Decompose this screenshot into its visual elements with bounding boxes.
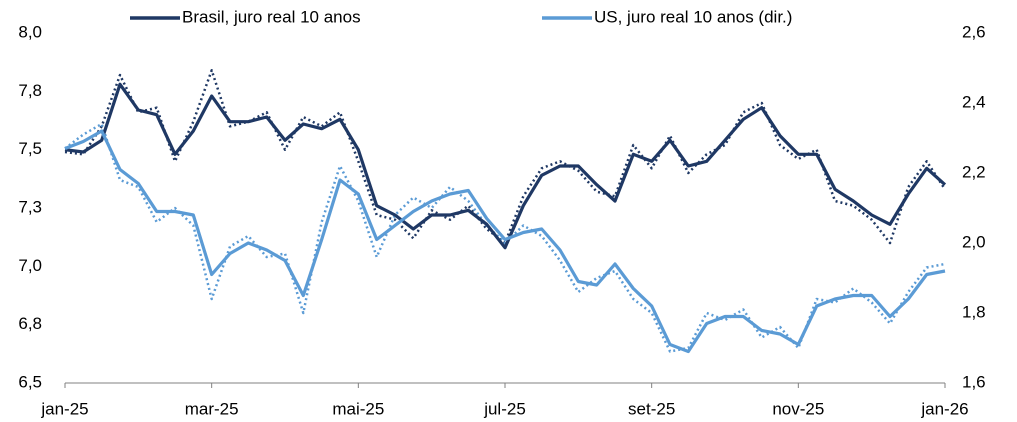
series-line	[64, 82, 947, 250]
legend-label: Brasil, juro real 10 anos	[182, 7, 361, 26]
y2-tick-label: 2,2	[962, 162, 986, 181]
y-tick-label: 7,3	[18, 197, 42, 216]
y-tick-label: 6,5	[18, 372, 42, 391]
x-tick-label: jan-26	[920, 399, 968, 418]
series-line-dotted	[64, 69, 947, 245]
y2-tick-label: 2,0	[962, 232, 986, 251]
y-tick-label: 8,0	[18, 22, 42, 41]
y2-tick-label: 2,4	[962, 92, 986, 111]
y-tick-label: 7,5	[18, 139, 42, 158]
y-tick-label: 7,8	[18, 81, 42, 100]
x-tick-label: jan-25	[40, 399, 88, 418]
y-tick-label: 7,0	[18, 256, 42, 275]
y2-tick-label: 1,8	[962, 302, 986, 321]
series-line	[64, 129, 946, 354]
x-tick-label: nov-25	[772, 399, 824, 418]
y-tick-label: 6,8	[18, 314, 42, 333]
x-tick-label: mar-25	[185, 399, 239, 418]
x-tick-label: mai-25	[332, 399, 384, 418]
x-tick-label: jul-25	[483, 399, 526, 418]
x-tick-label: set-25	[628, 399, 675, 418]
series-line-dotted	[64, 122, 946, 353]
y2-tick-label: 1,6	[962, 372, 986, 391]
y2-tick-label: 2,6	[962, 22, 986, 41]
legend-label: US, juro real 10 anos (dir.)	[594, 7, 792, 26]
